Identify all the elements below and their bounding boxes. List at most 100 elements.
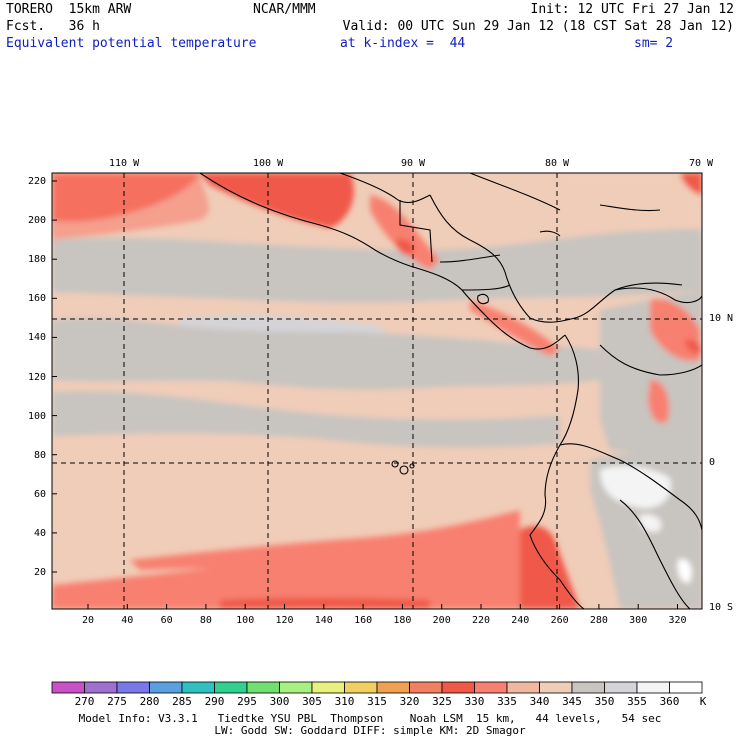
colorbar-level-label: 335 xyxy=(497,695,517,708)
salmon-central-america xyxy=(370,195,440,270)
island-jamaica xyxy=(539,230,561,237)
salmon-south-upper xyxy=(130,510,520,570)
y-tick-label: 120 xyxy=(27,371,46,383)
footer-model-info: Model Info: V3.3.1 Tiedtke YSU PBL Thomp… xyxy=(78,712,662,725)
gray-band-north xyxy=(52,228,702,303)
x-tick-label: 280 xyxy=(589,615,608,626)
colorbar-level-label: 315 xyxy=(367,695,387,708)
y-tick-label: 180 xyxy=(27,254,46,266)
colorbar-level-label: 295 xyxy=(237,695,257,708)
colorbar-swatch xyxy=(279,681,313,694)
lon-label-90w: 90 W xyxy=(401,158,426,169)
colorbar-swatch xyxy=(311,681,345,694)
x-tick-label: 240 xyxy=(511,615,530,626)
y-tick-label: 60 xyxy=(33,488,46,500)
colorbar-swatch xyxy=(539,681,573,694)
colorbar-swatch xyxy=(669,681,703,694)
border-south-america-3 xyxy=(619,499,691,609)
border-south-america-1 xyxy=(559,443,702,531)
lat-label-0: 0 xyxy=(709,457,716,468)
colorbar-level-label: 320 xyxy=(399,695,420,708)
island-hispaniola xyxy=(599,204,661,212)
salmon-northwest xyxy=(52,173,209,240)
lon-label-110w: 110 W xyxy=(109,158,140,169)
galapagos-1 xyxy=(391,460,399,468)
y-tick-label: 200 xyxy=(27,215,46,227)
colorbar-level-label: 310 xyxy=(334,695,355,708)
island-cuba xyxy=(469,173,561,211)
colorbar-swatch xyxy=(214,681,248,694)
lon-label-70w: 70 W xyxy=(689,158,714,169)
x-tick-label: 180 xyxy=(393,615,412,626)
x-tick-label: 200 xyxy=(432,615,451,626)
colorbar-level-label: 340 xyxy=(529,695,550,708)
init-time: Init: 12 UTC Fri 27 Jan 12 xyxy=(530,2,735,17)
coast-yucatan xyxy=(339,173,431,204)
white-highland-3 xyxy=(677,559,692,583)
footer-physics-info: LW: Godd SW: Goddard DIFF: simple KM: 2D… xyxy=(214,724,526,737)
colorbar-swatch xyxy=(571,681,605,694)
lat-label-10s: 10 S xyxy=(709,602,734,613)
colorbar-swatch xyxy=(409,681,443,694)
red-guatemala xyxy=(395,238,414,256)
coast-mexico xyxy=(199,173,411,267)
colorbar-swatch xyxy=(604,681,638,694)
red-northeast xyxy=(680,173,702,196)
colorbar-level-label: 275 xyxy=(107,695,127,708)
salmon-amazon xyxy=(648,379,670,424)
x-tick-label: 20 xyxy=(81,615,95,626)
center-name: NCAR/MMM xyxy=(253,2,316,17)
colorbar xyxy=(51,681,703,694)
x-tick-label: 140 xyxy=(314,615,333,626)
border-south-america-2 xyxy=(599,344,702,376)
colorbar-swatch xyxy=(506,681,540,694)
red-band-bottom xyxy=(220,597,430,609)
gray-band-lower xyxy=(52,391,560,448)
y-tick-label: 20 xyxy=(33,567,46,578)
colorbar-swatch xyxy=(116,681,150,694)
colorbar-swatch xyxy=(636,681,670,694)
galapagos-2 xyxy=(399,465,409,475)
salmon-caribbean xyxy=(560,173,702,230)
colorbar-level-label: 325 xyxy=(432,695,452,708)
lon-label-100w: 100 W xyxy=(253,158,284,169)
coast-venezuela xyxy=(614,287,702,304)
colorbar-level-label: 345 xyxy=(562,695,582,708)
border-mexico xyxy=(399,200,433,263)
x-tick-label: 100 xyxy=(236,615,255,626)
white-highland-2 xyxy=(639,514,662,533)
colorbar-level-label: 360 xyxy=(659,695,680,708)
forecast-hour: Fcst. 36 h xyxy=(6,19,100,34)
lon-label-80w: 80 W xyxy=(545,158,570,169)
colorbar-swatch xyxy=(441,681,475,694)
y-tick-label: 220 xyxy=(27,176,46,187)
white-highland xyxy=(600,465,671,509)
x-tick-label: 220 xyxy=(471,615,491,626)
colorbar-unit-label: K xyxy=(699,695,707,708)
level-info: at k-index = 44 xyxy=(340,36,466,51)
colorbar-level-label: 305 xyxy=(302,695,322,708)
lake-nicaragua xyxy=(477,293,489,305)
colorbar-swatch xyxy=(181,681,215,694)
galapagos-3 xyxy=(409,463,415,469)
colorbar-swatch xyxy=(246,681,280,694)
red-colombia xyxy=(685,339,702,354)
colorbar-level-label: 285 xyxy=(172,695,192,708)
x-tick-label: 160 xyxy=(354,615,373,626)
colorbar-swatch xyxy=(51,681,85,694)
colorbar-level-label: 300 xyxy=(269,695,290,708)
border-honduras xyxy=(439,254,501,263)
red-mexico-coast xyxy=(200,173,354,228)
x-tick-label: 80 xyxy=(199,615,212,626)
colorbar-swatch xyxy=(344,681,378,694)
coast-central-america-pacific xyxy=(409,265,566,350)
colorbar-swatch xyxy=(149,681,183,694)
x-tick-label: 260 xyxy=(550,615,569,626)
x-tick-label: 320 xyxy=(668,615,687,626)
colorbar-level-label: 270 xyxy=(74,695,95,708)
colorbar-swatch xyxy=(474,681,508,694)
colorbar-swatch xyxy=(84,681,118,694)
valid-time: Valid: 00 UTC Sun 29 Jan 12 (18 CST Sat … xyxy=(342,19,734,34)
coast-south-america-pacific xyxy=(529,334,585,609)
